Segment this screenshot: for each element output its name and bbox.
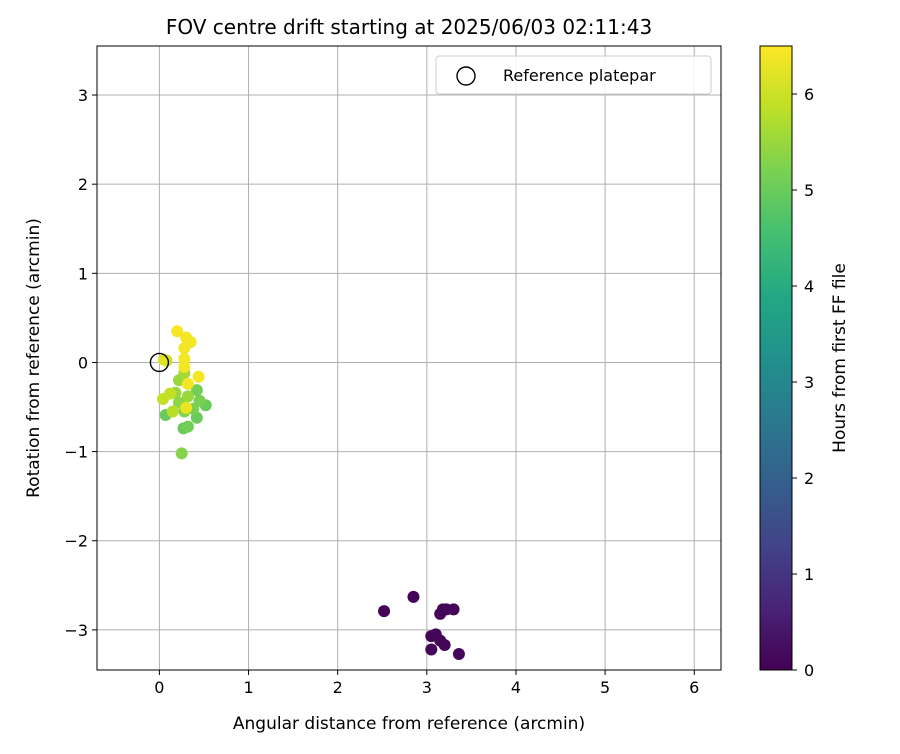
reference-platepar-marker <box>149 352 170 373</box>
x-tick-label: 6 <box>689 678 699 697</box>
legend-box <box>435 55 712 95</box>
y-tick-label: 0 <box>78 353 88 372</box>
legend-marker-reference <box>456 66 476 86</box>
x-tick-label: 4 <box>511 678 521 697</box>
colorbar-tick-label: 3 <box>804 373 814 392</box>
data-point <box>190 384 203 397</box>
data-point <box>181 390 194 403</box>
colorbar-tick-label: 5 <box>804 181 814 200</box>
data-point <box>178 352 191 365</box>
y-axis-ticks: −3 −2 −1 0 1 2 3 <box>64 86 97 640</box>
data-point <box>407 590 420 603</box>
colorbar-ticks: 0 1 2 3 4 5 6 <box>792 85 814 680</box>
legend-label-reference: Reference platepar <box>503 66 656 85</box>
y-tick-label: 1 <box>78 264 88 283</box>
colorbar-tick-label: 0 <box>804 661 814 680</box>
colorbar-gradient <box>759 45 793 671</box>
y-axis-label: Rotation from reference (arcmin) <box>24 218 44 498</box>
x-tick-label: 3 <box>422 678 432 697</box>
data-point <box>425 643 438 656</box>
y-tick-label: −3 <box>64 621 88 640</box>
x-tick-label: 5 <box>600 678 610 697</box>
legend: Reference platepar <box>435 55 712 95</box>
data-point <box>181 377 194 390</box>
y-tick-label: 3 <box>78 86 88 105</box>
data-point <box>447 603 460 616</box>
data-point <box>438 639 451 652</box>
colorbar-tick-label: 6 <box>804 85 814 104</box>
colorbar: 0 1 2 3 4 5 6 Hours from first FF file <box>759 45 850 680</box>
data-point <box>378 605 391 618</box>
data-point <box>175 447 188 460</box>
y-tick-label: 2 <box>78 175 88 194</box>
x-tick-label: 0 <box>154 678 164 697</box>
y-tick-label: −1 <box>64 443 88 462</box>
x-tick-label: 2 <box>333 678 343 697</box>
data-point <box>156 393 169 406</box>
data-point <box>180 401 193 414</box>
data-point <box>192 370 205 383</box>
x-axis-ticks: 0 1 2 3 4 5 6 <box>154 670 699 697</box>
x-axis-label: Angular distance from reference (arcmin) <box>233 714 585 734</box>
data-point <box>181 420 194 433</box>
x-tick-label: 1 <box>243 678 253 697</box>
data-points <box>156 325 465 660</box>
grid <box>97 46 721 670</box>
colorbar-tick-label: 4 <box>804 277 814 296</box>
colorbar-label: Hours from first FF file <box>830 263 850 453</box>
colorbar-tick-label: 2 <box>804 469 814 488</box>
plot-frame <box>96 45 722 671</box>
y-tick-label: −2 <box>64 532 88 551</box>
data-point <box>171 325 184 338</box>
chart-title: FOV centre drift starting at 2025/06/03 … <box>166 15 652 39</box>
data-point <box>452 647 465 660</box>
colorbar-tick-label: 1 <box>804 565 814 584</box>
data-point <box>184 335 197 348</box>
data-point <box>166 405 179 418</box>
